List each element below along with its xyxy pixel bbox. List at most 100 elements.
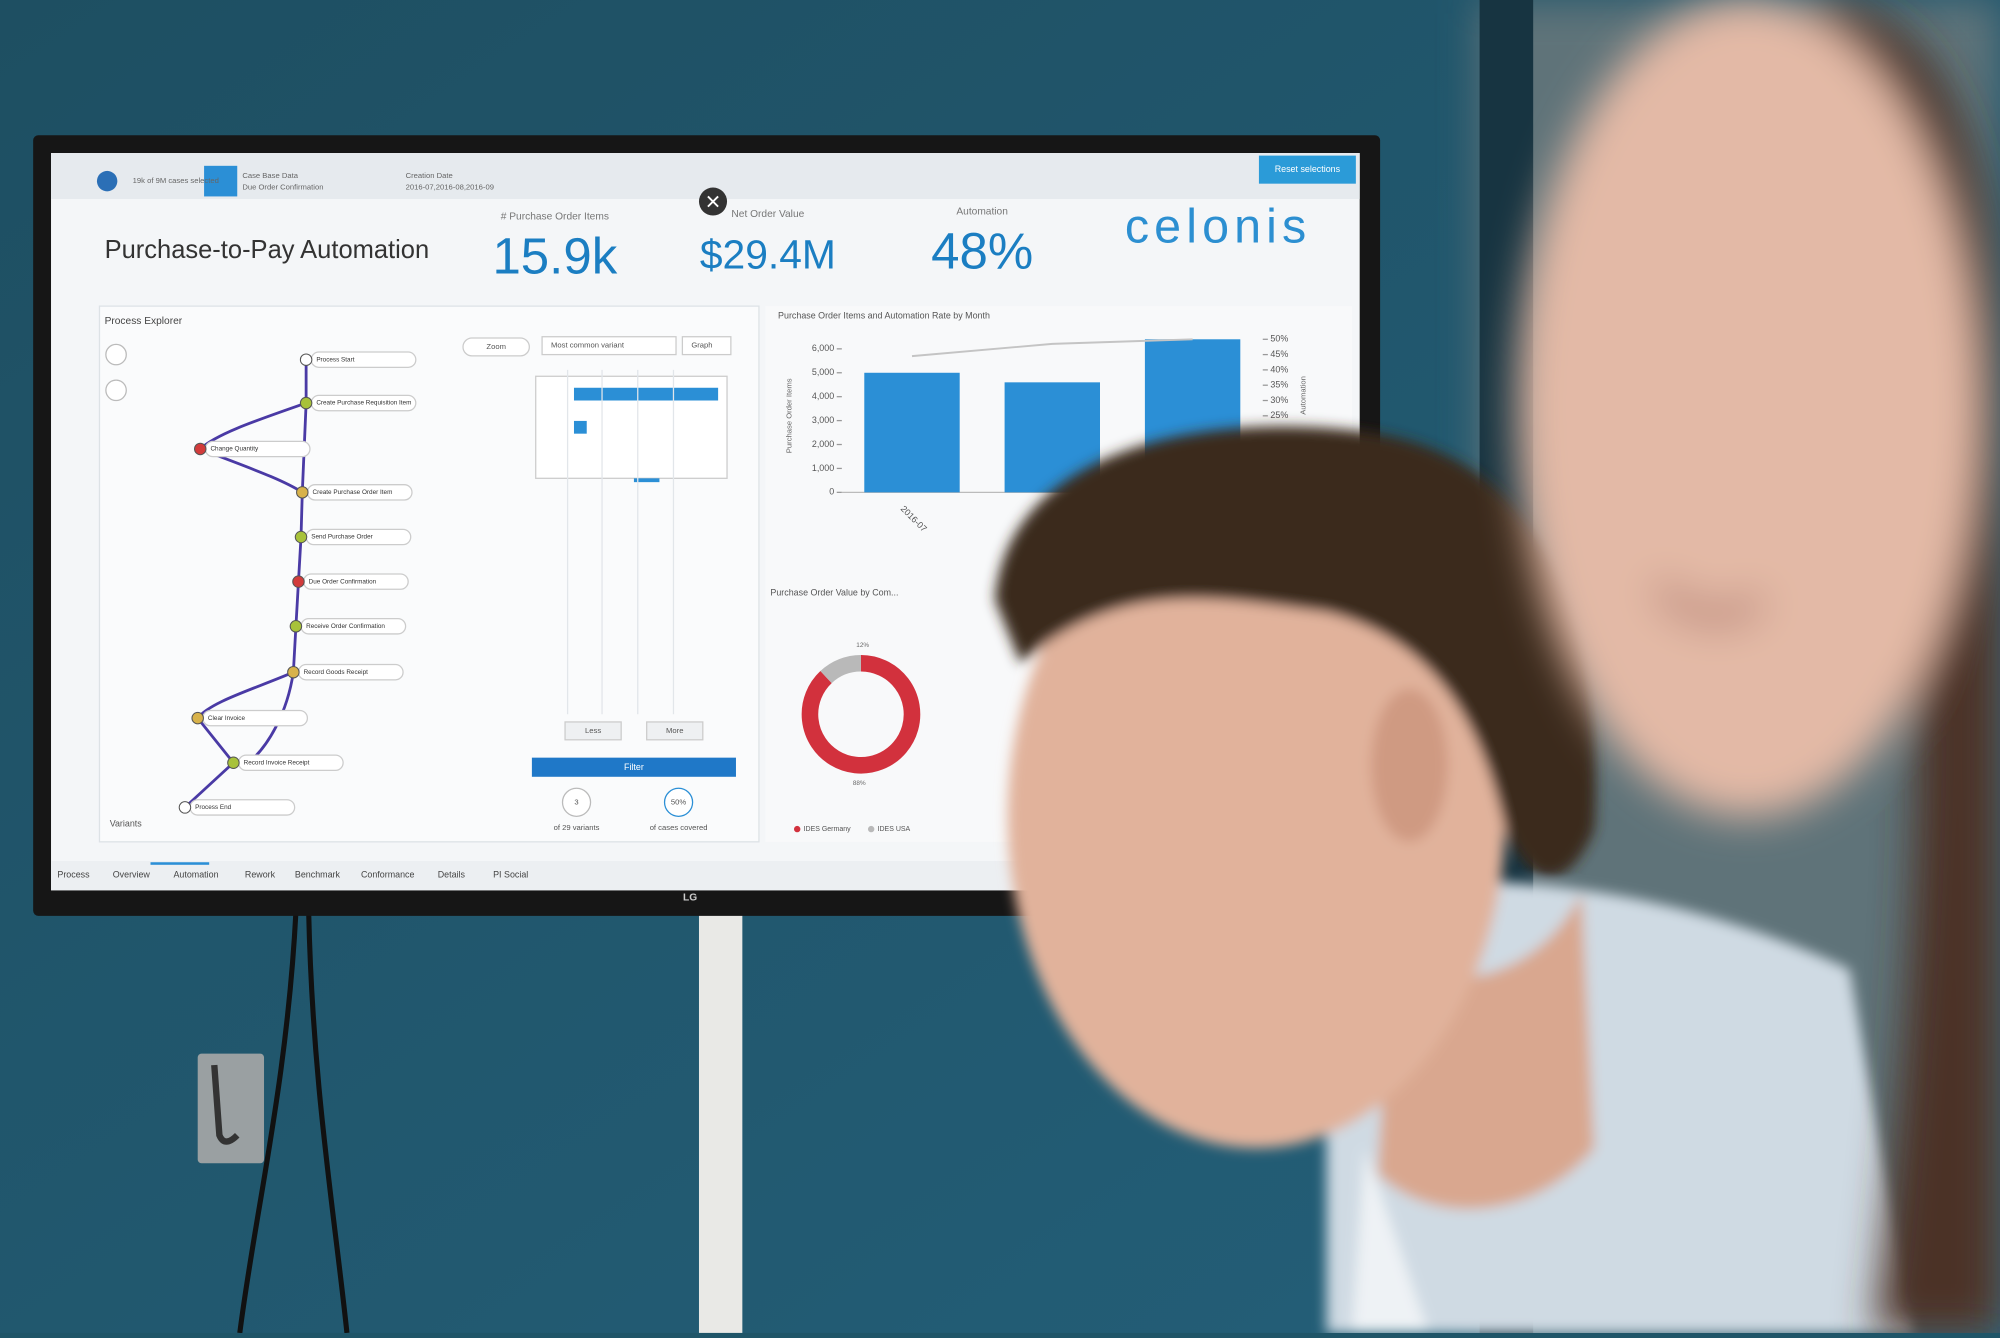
active-tab-marker: [150, 862, 210, 865]
zoom-label[interactable]: Zoom: [486, 342, 506, 351]
chart-title: Purchase Order Items and Automation Rate…: [778, 311, 990, 321]
percent-toggle[interactable]: [105, 343, 127, 366]
activity-label: Process Start: [316, 356, 354, 363]
tab[interactable]: Conformance: [361, 869, 415, 879]
reset-button[interactable]: [1258, 155, 1356, 184]
variant-count-label: of 29 variants: [554, 823, 600, 832]
man: [994, 426, 1914, 1333]
neck: [1377, 892, 1595, 1210]
variant-grid: [566, 369, 675, 715]
close-icon[interactable]: [707, 195, 719, 208]
activity-label: Create Purchase Order Item: [312, 489, 392, 496]
y2-tick-label: 25%: [1270, 410, 1288, 420]
zoom-control[interactable]: [462, 337, 530, 357]
y2-axis-label: Automation: [1299, 376, 1308, 415]
y2-tick-label: 35%: [1270, 380, 1288, 390]
activity-label: Record Goods Receipt: [304, 669, 369, 676]
activity-node: [191, 711, 204, 725]
less-button[interactable]: [564, 721, 622, 741]
variant-count-ring: [561, 787, 592, 817]
cables: [237, 911, 350, 1334]
activities: Process Start Create Purchase Requisition…: [178, 351, 417, 816]
face: [1517, 0, 1978, 817]
tabs: Process Overview Automation Rework Benchmark…: [57, 869, 528, 879]
activity-label: Record Invoice Receipt: [244, 759, 310, 766]
variant-bar: [573, 387, 719, 401]
kpi-label: # Purchase Order Items: [501, 212, 609, 223]
tab[interactable]: Benchmark: [295, 869, 341, 879]
more-label[interactable]: More: [666, 726, 683, 735]
variant-bar: [633, 478, 660, 483]
variants-footer: Variants: [110, 818, 143, 828]
activity-label: Change Quantity: [210, 446, 259, 453]
hook: [211, 1064, 240, 1145]
activity-node: [227, 756, 240, 770]
data-label: 88%: [853, 780, 866, 787]
donut-segment: [801, 654, 921, 774]
activity-node: [299, 396, 313, 410]
reset-label[interactable]: Reset selections: [1275, 164, 1341, 174]
activity-node: [294, 530, 308, 544]
tab[interactable]: Rework: [245, 869, 276, 879]
visibility-toggle[interactable]: [105, 379, 127, 402]
filter-label[interactable]: Filter: [624, 762, 644, 772]
monitor-brand: LG: [683, 893, 697, 904]
dropdown-label[interactable]: Most common variant: [551, 341, 625, 350]
y-tick-label: 4,000: [812, 391, 834, 401]
tab[interactable]: Process: [57, 869, 90, 879]
activity-label: Create Purchase Requisition Item: [316, 400, 411, 407]
tab[interactable]: Overview: [113, 869, 151, 879]
hair: [994, 426, 1596, 877]
smile: [1652, 581, 1765, 624]
filter-value: Due Order Confirmation: [242, 183, 323, 192]
wall-plate: [197, 1053, 265, 1164]
stand-pole: [698, 911, 743, 1333]
tab[interactable]: PI Social: [493, 869, 528, 879]
filter-chip: [204, 165, 238, 197]
y-tick-label: 0: [829, 487, 834, 497]
activity-node: [178, 801, 192, 814]
collar: [1352, 1147, 1429, 1333]
activity-node: [296, 486, 309, 499]
y-tick-label: 3,000: [812, 415, 834, 425]
charts: Purchase Order Items and Automation Rate…: [770, 311, 1307, 833]
face: [1007, 484, 1506, 1148]
y-tick-label: 1,000: [812, 463, 834, 473]
y-tick-label: 6,000: [812, 343, 834, 353]
ear: [1371, 688, 1448, 842]
variant-count: 3: [574, 797, 578, 806]
filter-button[interactable]: [531, 757, 736, 777]
y2-tick-label: 30%: [1270, 395, 1288, 405]
kpi-label: Automation: [956, 206, 1008, 217]
legend-swatch: [867, 825, 875, 833]
coverage-label: of cases covered: [650, 823, 708, 832]
variant-bar: [573, 420, 587, 434]
chart-title: Purchase Order Value by Com...: [770, 587, 898, 597]
legend-label: IDES USA: [878, 826, 911, 833]
graph-dropdown[interactable]: [681, 336, 732, 356]
y-tick-label: 2,000: [812, 439, 834, 449]
activity-node: [194, 442, 207, 456]
tab[interactable]: Details: [438, 869, 466, 879]
kpi-label: Net Order Value: [731, 209, 804, 220]
variant-dropdown[interactable]: [541, 336, 677, 356]
tab[interactable]: Automation: [173, 869, 218, 879]
y2-tick-label: 50%: [1270, 334, 1288, 344]
activity-node: [292, 575, 305, 588]
coverage: 50%: [671, 797, 686, 806]
graph-label[interactable]: Graph: [691, 341, 712, 350]
dashboard-title: Purchase-to-Pay Automation: [105, 236, 430, 264]
less-label[interactable]: Less: [585, 726, 601, 735]
y-axis-label: Purchase Order Items: [785, 378, 794, 453]
activity-label: Send Purchase Order: [311, 534, 373, 541]
kpi-value: 48%: [931, 223, 1033, 280]
y2-tick-label: 45%: [1270, 349, 1288, 359]
activity-label: Process End: [195, 804, 232, 811]
more-button[interactable]: [646, 721, 704, 741]
donut-segment: [820, 654, 862, 684]
app-icon: [96, 170, 118, 192]
filter-title: Case Base Data: [242, 171, 298, 180]
legend-label: IDES Germany: [804, 826, 852, 833]
